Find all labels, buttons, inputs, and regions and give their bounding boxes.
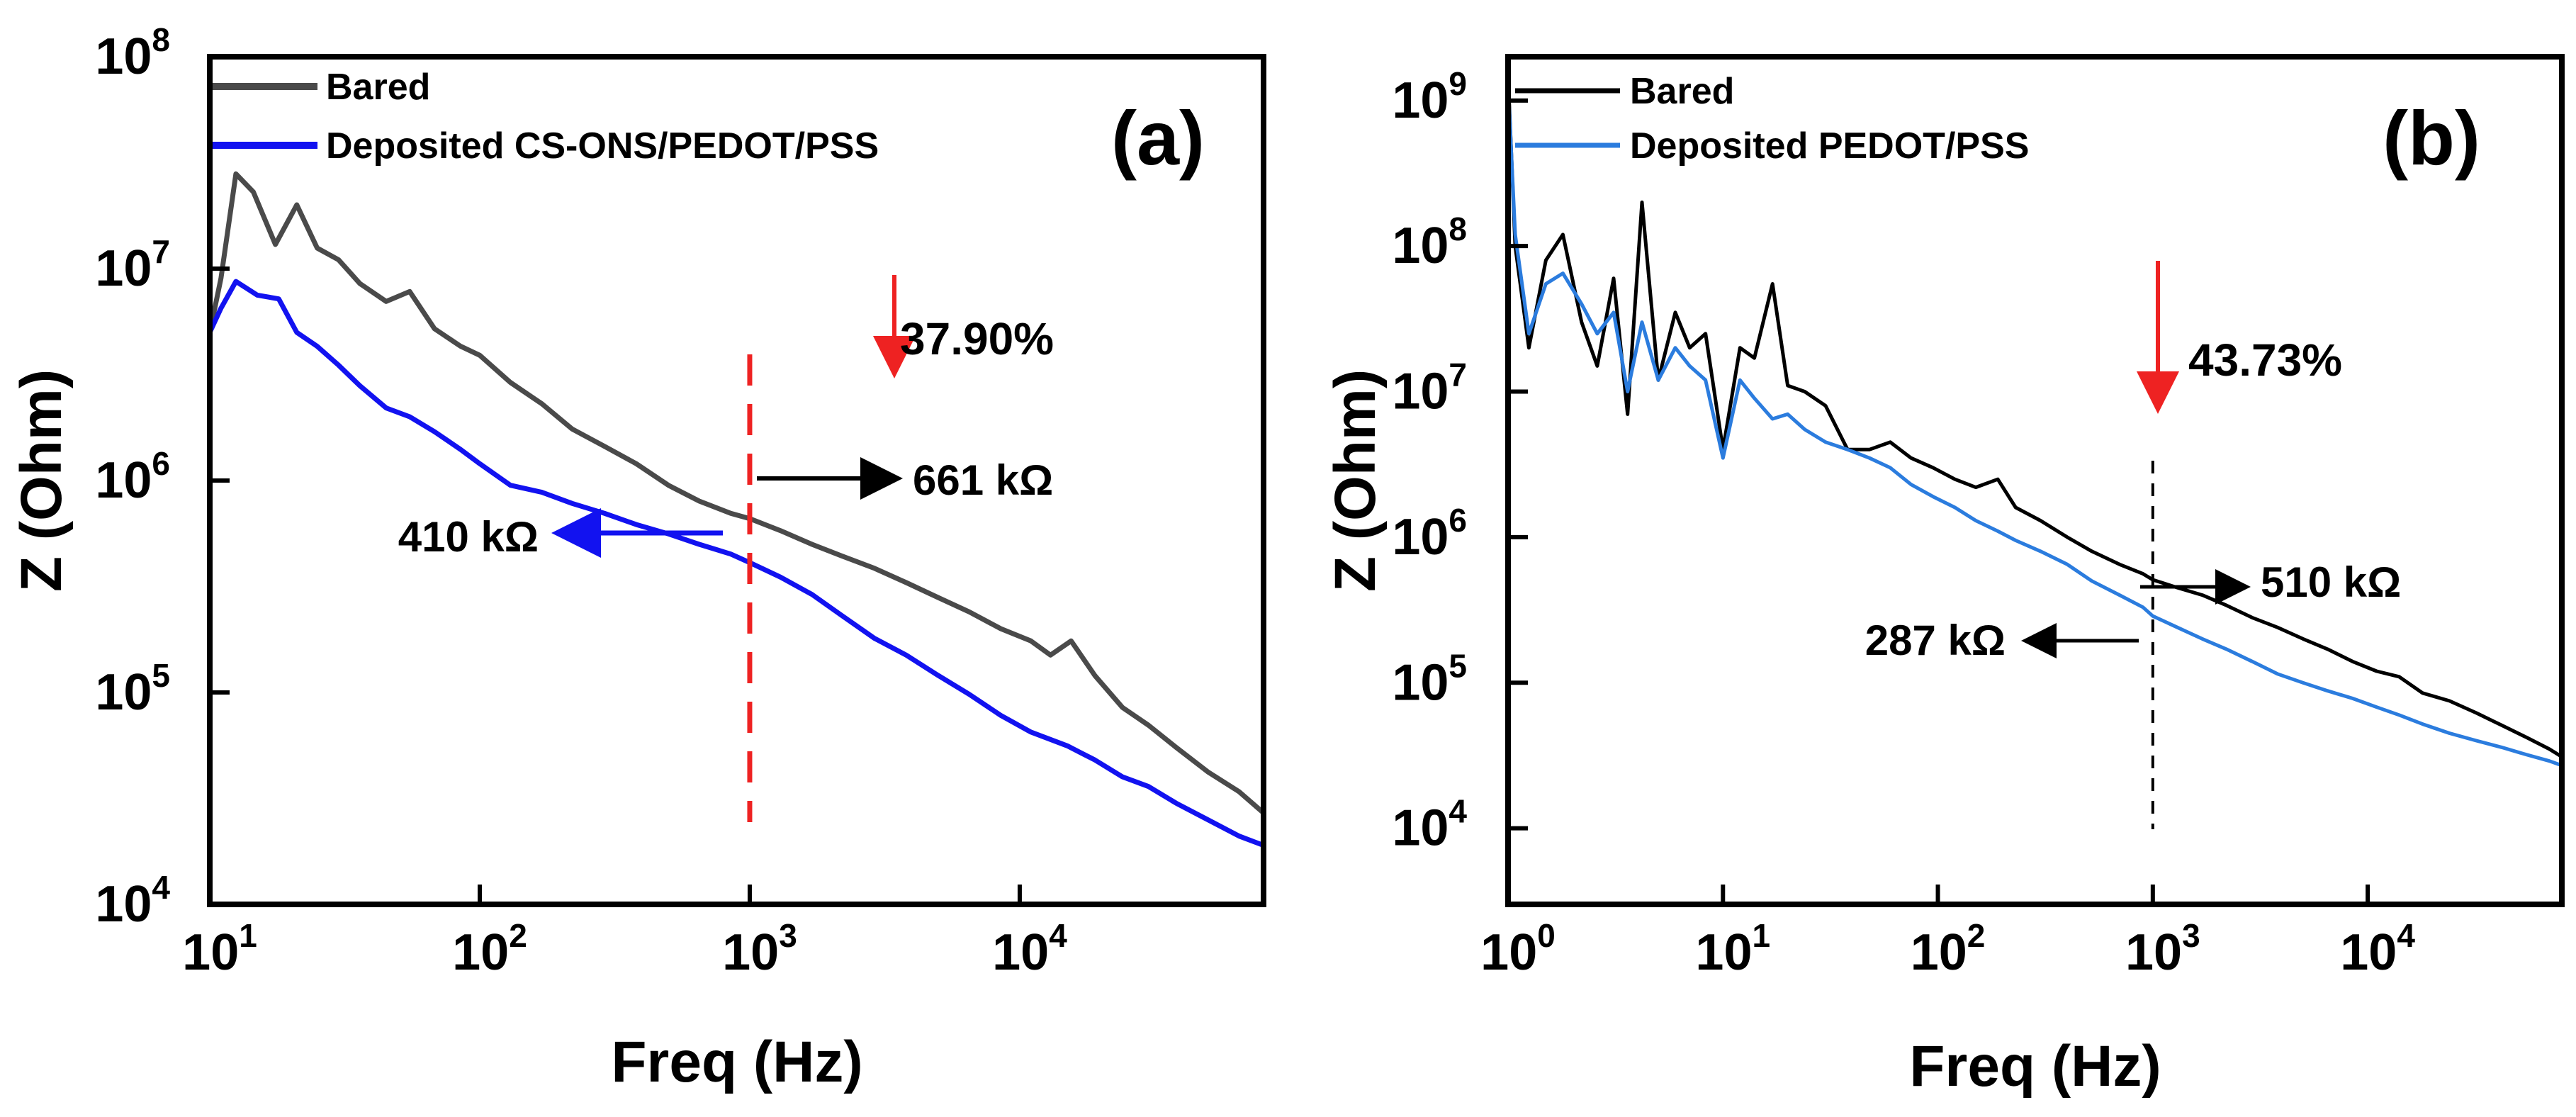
y-tick-b-2: 105 [1392, 647, 1528, 711]
x-tick-a-2: 102 [452, 885, 527, 981]
y-axis-title-b: Z (Ohm) [1323, 369, 1388, 592]
y-tick-label: 108 [1392, 211, 1467, 274]
legend-label-deposited-b: Deposited PEDOT/PSS [1630, 125, 2029, 167]
x-tick-label: 101 [182, 917, 257, 981]
x-tick-label: 103 [2125, 917, 2200, 981]
y-tick-b-5: 108 [1392, 211, 1528, 274]
x-tick-label: 102 [452, 917, 527, 981]
bared-value-label-a: 661 kΩ [913, 456, 1053, 504]
y-tick-label: 106 [1392, 502, 1467, 566]
y-tick-label: 104 [95, 869, 170, 933]
y-tick-label: 106 [95, 445, 170, 509]
series-line-b-bared [1506, 74, 2563, 758]
x-tick-b-5: 104 [2340, 885, 2415, 981]
x-tick-label: 103 [722, 917, 797, 981]
x-tick-b-1: 100 [1480, 885, 1556, 981]
y-tick-label: 105 [95, 657, 170, 721]
x-tick-b-4: 103 [2125, 885, 2200, 981]
legend-label-deposited-a: Deposited CS-ONS/PEDOT/PSS [326, 125, 879, 167]
y-tick-a-2: 105 [95, 657, 230, 721]
x-tick-a-3: 103 [722, 885, 797, 981]
x-tick-b-3: 102 [1911, 885, 1986, 981]
deposited-value-label-b: 287 kΩ [1865, 617, 2006, 664]
y-tick-label: 105 [1392, 647, 1467, 711]
bared-value-label-b: 510 kΩ [2261, 558, 2401, 606]
y-tick-label: 109 [1392, 65, 1467, 129]
x-tick-a-1: 101 [182, 885, 257, 981]
y-tick-label: 107 [95, 233, 170, 297]
x-tick-a-4: 104 [992, 885, 1067, 981]
panel-label-b: (b) [2383, 95, 2480, 181]
series-line-a-bared [207, 171, 1266, 815]
panel-label-a: (a) [1111, 95, 1205, 181]
y-tick-b-1: 104 [1392, 793, 1528, 857]
y-tick-label: 107 [1392, 357, 1467, 420]
x-axis-title-b: Freq (Hz) [1909, 1034, 2161, 1099]
y-tick-a-3: 106 [95, 445, 230, 509]
deposited-value-label-a: 410 kΩ [398, 513, 539, 561]
plot-frame-a [207, 54, 1266, 907]
y-tick-label: 108 [95, 21, 170, 85]
y-tick-b-3: 106 [1392, 502, 1528, 566]
x-tick-b-2: 101 [1695, 885, 1770, 981]
plot-area-a [207, 171, 1266, 848]
legend-label-bared-a: Bared [326, 67, 430, 108]
x-tick-label: 101 [1695, 917, 1770, 981]
series-line-b-deposited [1506, 84, 2563, 768]
y-axis-title-a: Z (Ohm) [9, 369, 74, 592]
y-tick-a-5: 108 [95, 21, 230, 85]
y-tick-label: 104 [1392, 793, 1467, 857]
x-tick-label: 100 [1480, 917, 1556, 981]
chart-panel-a: 101 102 103 104 104 105 106 107 [9, 21, 1266, 1094]
reduction-label-a: 37.90% [900, 313, 1054, 364]
legend-label-bared-b: Bared [1630, 71, 1734, 112]
legend-b: Bared Deposited PEDOT/PSS [1515, 71, 2029, 167]
series-line-a-deposited [207, 279, 1265, 848]
reduction-label-b: 43.73% [2188, 335, 2342, 386]
y-tick-a-1: 104 [95, 869, 230, 933]
y-tick-b-6: 109 [1392, 65, 1528, 129]
x-tick-label: 102 [1911, 917, 1986, 981]
y-tick-a-4: 107 [95, 233, 230, 297]
plot-area-b [1506, 74, 2563, 768]
legend-a: Bared Deposited CS-ONS/PEDOT/PSS [213, 67, 879, 167]
x-tick-label: 104 [992, 917, 1067, 981]
x-axis-title-a: Freq (Hz) [611, 1030, 862, 1094]
plot-frame-b [1505, 54, 2565, 907]
y-tick-b-4: 107 [1392, 357, 1528, 420]
x-tick-label: 104 [2340, 917, 2415, 981]
chart-panel-b: 100 101 102 103 104 104 105 106 [1323, 54, 2565, 1099]
